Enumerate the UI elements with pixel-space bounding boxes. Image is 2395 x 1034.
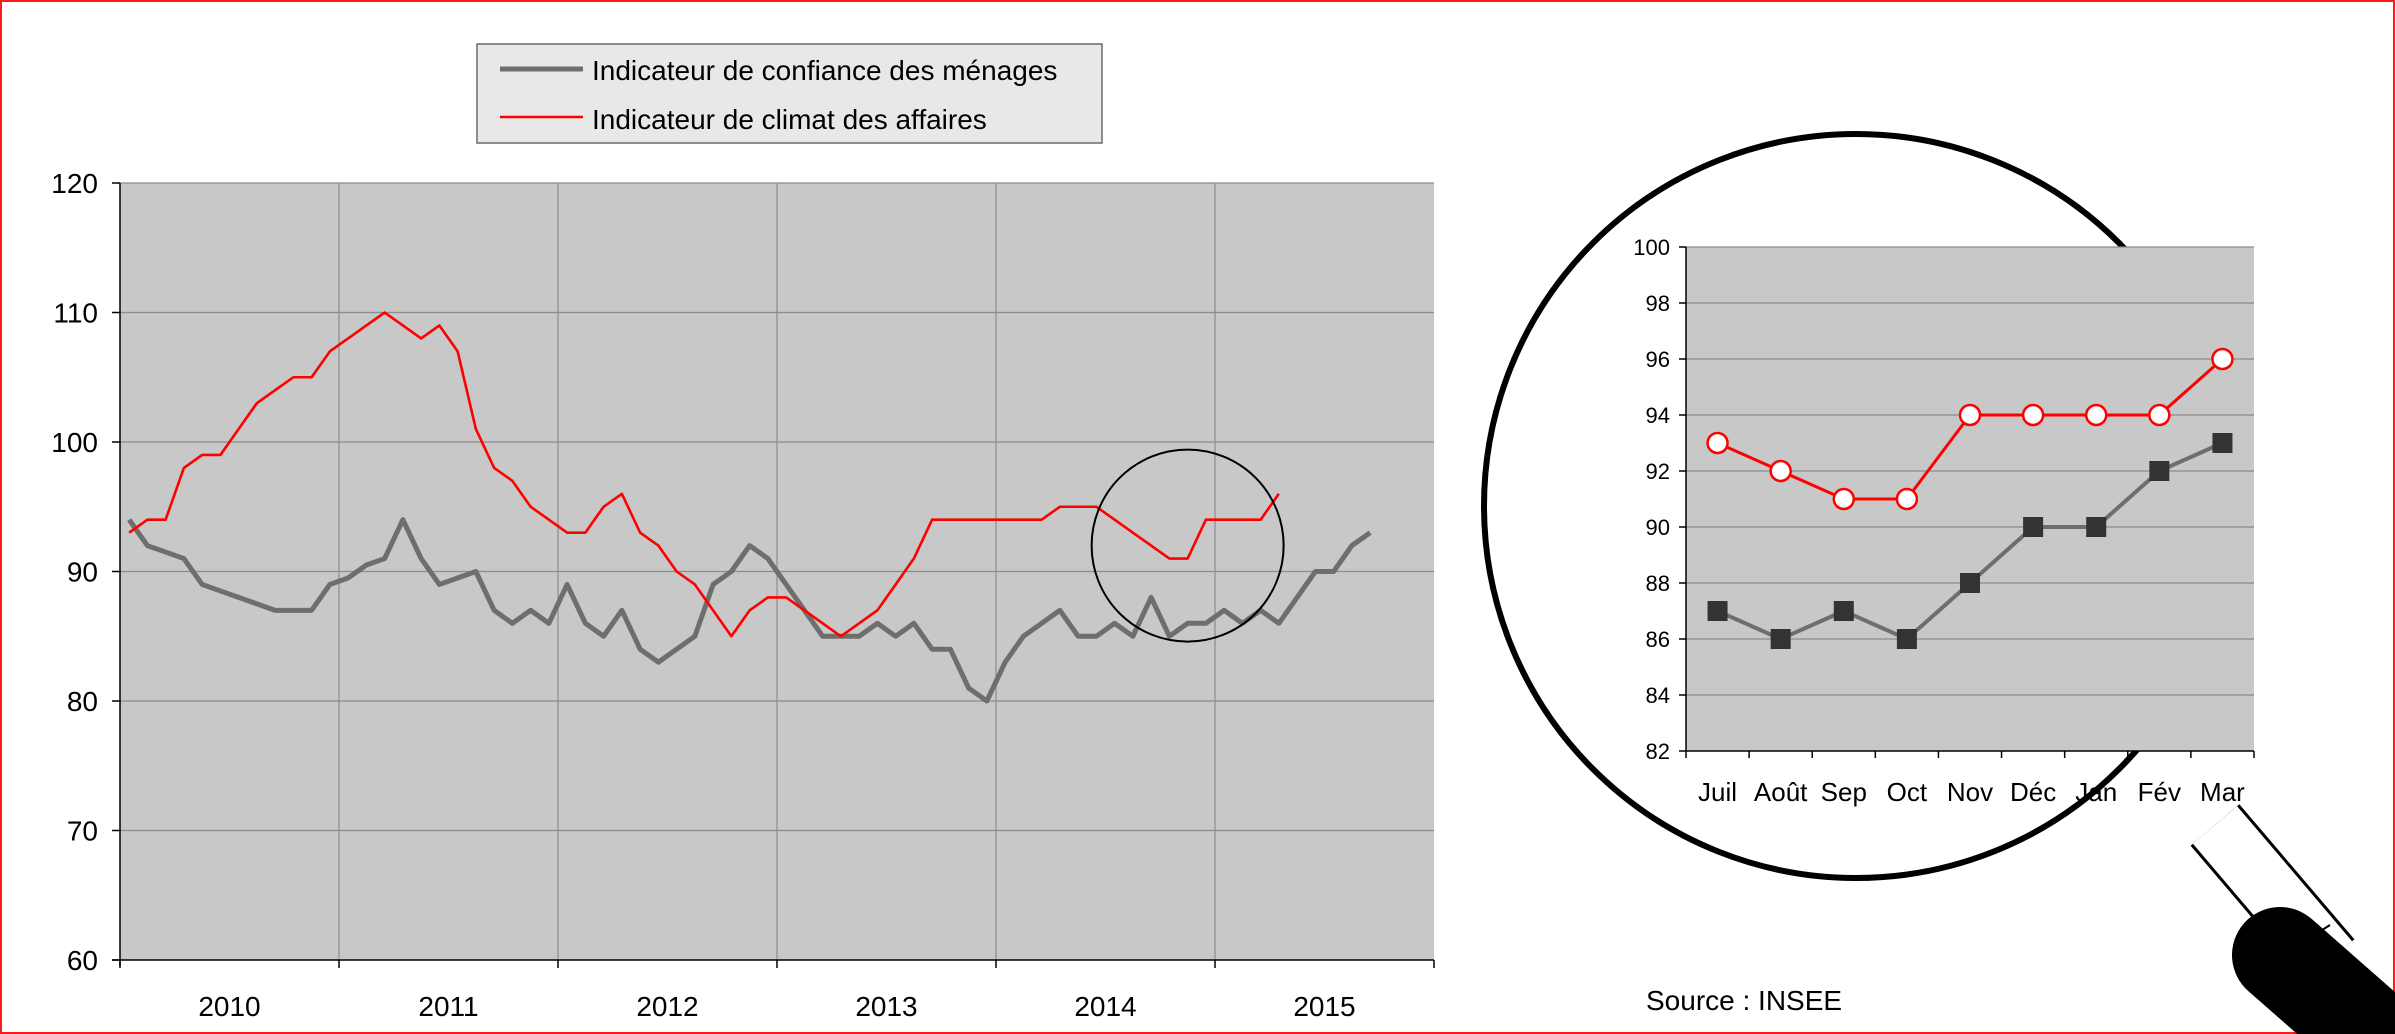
zoom-point-affaires bbox=[2084, 403, 2108, 427]
zoom-point-menages bbox=[1896, 629, 1917, 649]
zoom-x-tick-label: Nov bbox=[1947, 777, 1993, 807]
zoom-point-menages bbox=[2212, 433, 2233, 453]
zoom-y-tick-labels: 82 84 86 88 90 92 94 96 98 100 bbox=[1633, 235, 1670, 764]
zoom-point-affaires bbox=[1769, 459, 1792, 483]
zoom-y-tick-label: 82 bbox=[1646, 739, 1670, 764]
zoom-point-menages bbox=[1833, 601, 1854, 621]
zoom-plot-area bbox=[1686, 247, 2254, 751]
zoom-series bbox=[1706, 347, 2234, 649]
zoom-x-tick-label: Oct bbox=[1887, 777, 1928, 807]
zoom-point-menages bbox=[2149, 461, 2170, 481]
legend: Indicateur de confiance des ménages Indi… bbox=[476, 43, 1103, 144]
zoom-point-menages bbox=[1707, 601, 1728, 621]
main-x-tick-label: 2010 bbox=[198, 991, 260, 1022]
legend-box bbox=[476, 43, 1103, 144]
zoom-y-tick-label: 92 bbox=[1646, 459, 1670, 484]
zoom-y-tick-label: 94 bbox=[1646, 403, 1670, 428]
zoom-axes bbox=[1679, 246, 2255, 758]
zoom-y-tick-label: 88 bbox=[1646, 571, 1670, 596]
zoom-y-tick-label: 86 bbox=[1646, 627, 1670, 652]
zoom-point-menages bbox=[1960, 573, 1980, 593]
main-y-tick-label: 120 bbox=[51, 168, 98, 199]
main-y-tick-label: 70 bbox=[67, 816, 98, 847]
zoom-point-menages bbox=[1770, 629, 1791, 649]
zoom-x-tick-label: Août bbox=[1754, 777, 1808, 807]
main-y-tick-label: 90 bbox=[67, 557, 98, 588]
zoom-x-tick-label: Jan bbox=[2075, 777, 2117, 807]
zoom-point-menages bbox=[2023, 517, 2044, 537]
main-x-tick-label: 2013 bbox=[855, 991, 917, 1022]
main-y-tick-labels: 60 70 80 90 100 110 120 bbox=[51, 168, 98, 976]
zoom-point-affaires bbox=[1706, 431, 1729, 455]
main-y-tick-label: 60 bbox=[67, 945, 98, 976]
zoom-x-tick-label: Sep bbox=[1821, 777, 1867, 807]
zoom-point-affaires bbox=[1958, 403, 1982, 427]
zoom-point-affaires bbox=[1832, 487, 1856, 511]
zoom-x-tick-label: Juil bbox=[1698, 777, 1737, 807]
main-x-tick-labels: 2010 2011 2012 2013 2014 2015 bbox=[198, 991, 1355, 1022]
magnifier-handle bbox=[2232, 907, 2395, 1034]
main-x-tick-label: 2011 bbox=[418, 991, 478, 1022]
legend-label-menages: Indicateur de confiance des ménages bbox=[592, 55, 1057, 86]
zoom-point-menages bbox=[2086, 517, 2107, 537]
zoom-point-affaires bbox=[2148, 403, 2171, 427]
zoom-y-tick-label: 100 bbox=[1633, 235, 1670, 260]
zoom-x-tick-labels: Juil Août Sep Oct Nov Déc Jan Fév Mar bbox=[1698, 777, 2245, 807]
main-y-tick-label: 80 bbox=[67, 686, 98, 717]
main-axes bbox=[112, 182, 1435, 968]
zoom-y-tick-label: 90 bbox=[1646, 515, 1670, 540]
zoom-point-affaires bbox=[2021, 403, 2045, 427]
zoom-x-tick-label: Mar bbox=[2200, 777, 2245, 807]
main-series-line-menages bbox=[127, 517, 1372, 704]
main-y-tick-label: 100 bbox=[51, 427, 98, 458]
source-note: Source : INSEE bbox=[1646, 985, 1842, 1016]
main-x-tick-label: 2015 bbox=[1293, 991, 1355, 1022]
main-x-tick-label: 2012 bbox=[636, 991, 698, 1022]
zoom-chart: 82 84 86 88 90 92 94 96 98 100 Juil Août Sep Oct Nov D… bbox=[1633, 235, 2255, 807]
main-series bbox=[127, 311, 1372, 704]
zoom-point-affaires bbox=[2211, 347, 2234, 371]
legend-label-affaires: Indicateur de climat des affaires bbox=[592, 104, 987, 135]
zoom-y-tick-label: 96 bbox=[1646, 347, 1670, 372]
main-x-tick-label: 2014 bbox=[1074, 991, 1136, 1022]
zoom-x-tick-label: Déc bbox=[2010, 777, 2056, 807]
zoom-highlight-circle bbox=[1090, 448, 1285, 643]
zoom-y-tick-label: 98 bbox=[1646, 291, 1670, 316]
main-series-line-affaires bbox=[128, 311, 1280, 638]
zoom-x-tick-label: Fév bbox=[2138, 777, 2181, 807]
zoom-point-affaires bbox=[1895, 487, 1919, 511]
zoom-y-tick-label: 84 bbox=[1646, 683, 1670, 708]
main-y-tick-label: 110 bbox=[53, 298, 98, 329]
